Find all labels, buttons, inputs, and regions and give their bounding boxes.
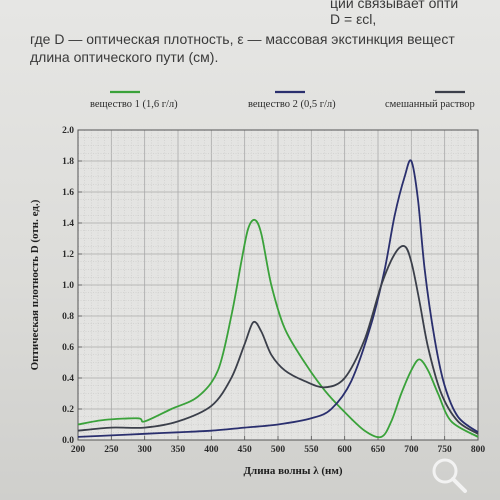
series-line-substance-1 [77, 218, 479, 439]
y-tick-label: 2.0 [62, 126, 74, 136]
y-tick-label: 1.4 [62, 219, 74, 229]
x-axis-label: Длина волны λ (нм) [243, 465, 342, 477]
legend-label: смешанный раствор [385, 99, 475, 110]
x-tick-label: 450 [238, 445, 253, 455]
y-tick-label: 0.0 [62, 436, 74, 446]
x-tick-label: 800 [471, 445, 486, 455]
x-tick-label: 700 [404, 445, 419, 455]
series-line-mixture [77, 245, 479, 435]
y-tick-label: 1.6 [62, 188, 74, 198]
x-tick-label: 500 [271, 445, 286, 455]
legend-label: вещество 1 (1,6 г/л) [90, 99, 178, 110]
text-line-2: где D — оптическая плотность, ε — массов… [30, 31, 455, 47]
x-tick-label: 200 [71, 445, 86, 455]
y-tick-label: 0.4 [62, 374, 74, 384]
text-line-formula: D = εcl, [330, 11, 377, 27]
y-tick-label: 0.2 [62, 405, 74, 415]
text-line-3: длина оптического пути (см). [30, 49, 219, 65]
x-tick-label: 300 [138, 445, 153, 455]
x-tick-label: 650 [371, 445, 386, 455]
x-tick-label: 750 [438, 445, 453, 455]
series-line-substance-2 [77, 159, 479, 438]
text-line-0: ции связывает опти [330, 0, 459, 11]
x-tick-label: 550 [304, 445, 319, 455]
y-tick-label: 0.6 [62, 343, 74, 353]
y-tick-label: 1.8 [62, 157, 74, 167]
x-tick-label: 400 [204, 445, 219, 455]
x-tick-label: 350 [171, 445, 186, 455]
x-tick-label: 600 [338, 445, 353, 455]
zoom-icon[interactable] [428, 454, 470, 496]
x-tick-label: 250 [104, 445, 119, 455]
y-tick-label: 1.2 [62, 250, 74, 260]
y-axis-label: Оптическая плотность D (отн. ед.) [29, 199, 41, 370]
y-tick-label: 1.0 [62, 281, 74, 291]
legend-label: вещество 2 (0,5 г/л) [248, 99, 336, 110]
y-tick-label: 0.8 [62, 312, 74, 322]
